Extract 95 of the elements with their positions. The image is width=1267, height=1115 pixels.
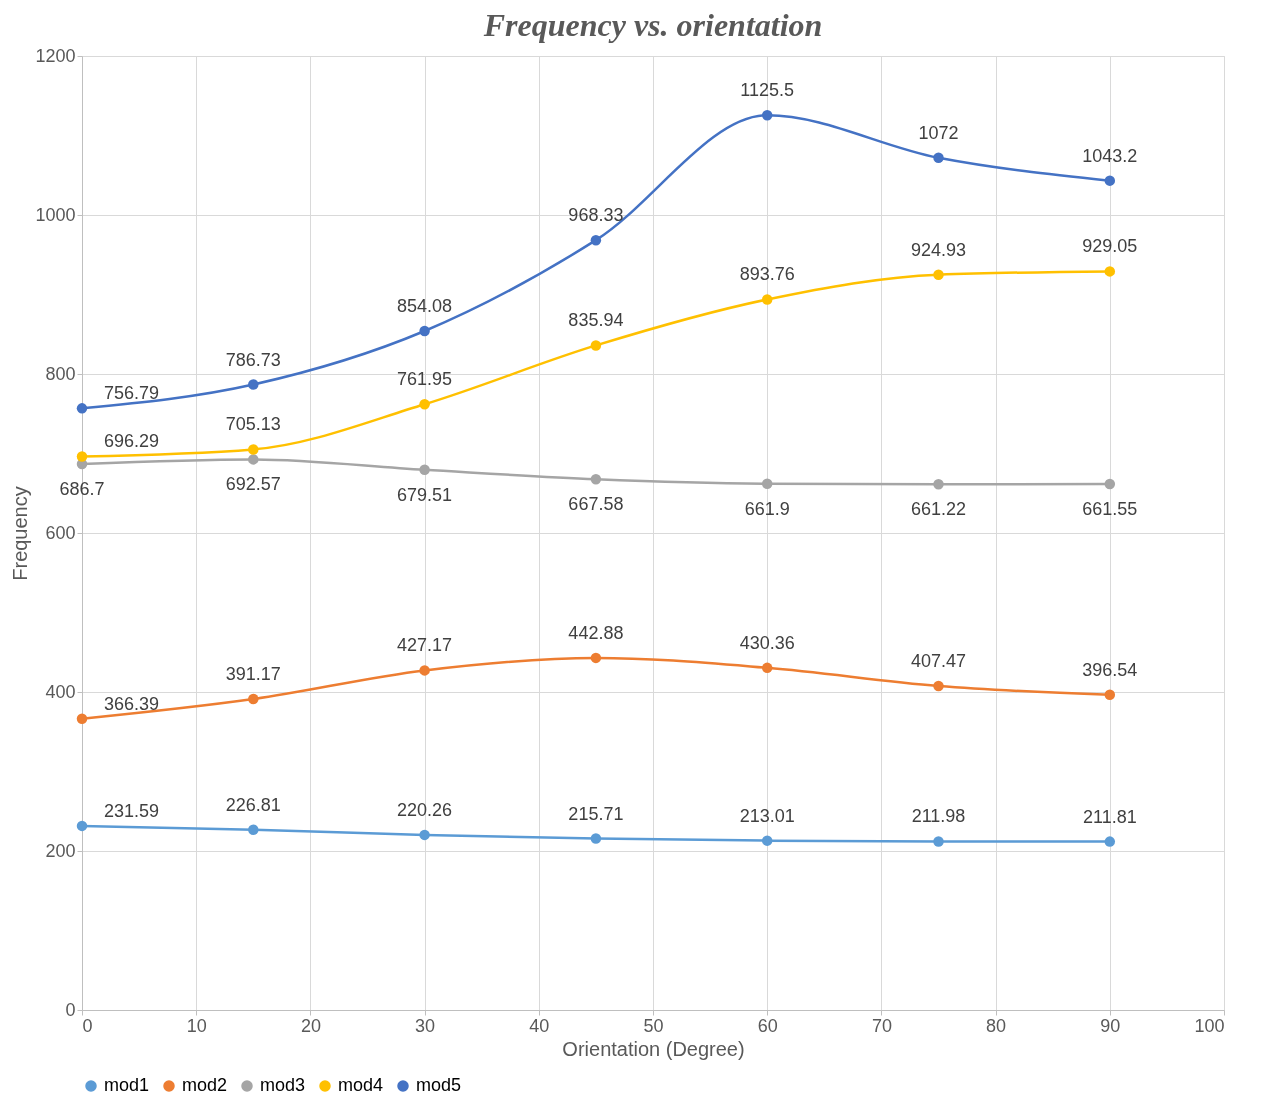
point [590,234,602,246]
y-tick-label: 0 [65,999,76,1020]
data-label: 679.51 [397,484,453,505]
point [248,824,259,835]
y-tick-label: 1000 [35,204,76,225]
data-label: 407.47 [910,651,967,672]
data-label: 786.73 [225,349,281,370]
point [1104,175,1116,186]
point [76,713,88,724]
data-label: 705.13 [225,414,281,435]
point [1104,836,1116,847]
y-tick-label: 1200 [35,45,76,66]
point [933,680,944,692]
data-label: 854.08 [397,296,453,317]
data-label: 226.81 [225,794,281,815]
data-label: 231.59 [104,800,160,821]
legend-label: mod3 [260,1075,306,1095]
data-label: 924.93 [910,239,967,260]
point [590,833,602,844]
legend-label: mod1 [104,1075,150,1095]
legend-label: mod2 [182,1075,228,1095]
x-tick-label: 10 [186,1015,207,1036]
data-label: 756.79 [104,383,160,404]
point [76,403,88,414]
point [419,665,430,676]
point [419,325,430,337]
point [590,474,602,485]
point [761,835,773,846]
data-label: 893.76 [739,264,795,285]
data-label: 968.33 [568,205,624,226]
data-label: 213.01 [739,805,795,826]
x-tick-label: 40 [529,1015,550,1036]
data-label: 661.55 [1082,499,1138,520]
point [1104,689,1116,700]
data-label: 211.81 [1082,806,1137,827]
chart-title: Frequency vs. orientation [482,7,823,43]
data-label: 686.7 [59,479,105,500]
data-label: 215.71 [568,803,624,824]
point [248,454,259,465]
point [933,836,944,847]
data-label: 667.58 [568,494,624,515]
y-tick-label: 600 [45,522,76,543]
y-tick-label: 200 [45,840,76,861]
x-tick-label: 80 [986,1015,1007,1036]
data-label: 761.95 [397,369,453,390]
x-tick-label: 0 [82,1015,93,1036]
point [419,829,430,841]
point [761,478,773,490]
point [419,399,430,410]
data-label: 220.26 [397,799,453,820]
x-tick-label: 60 [757,1015,778,1036]
point [1104,266,1116,277]
point [761,294,773,305]
x-tick-label: 100 [1194,1015,1225,1036]
legend-label: mod4 [338,1075,384,1095]
data-label: 696.29 [104,431,160,452]
data-label: 835.94 [568,310,624,331]
data-label: 661.9 [744,498,790,519]
point [1104,478,1116,490]
y-axis-title: Frequency [9,486,32,581]
x-tick-label: 20 [300,1015,321,1036]
data-label: 1072 [918,122,959,143]
point [76,820,88,832]
data-label: 1125.5 [740,80,795,101]
data-label: 929.05 [1082,236,1138,257]
data-label: 661.22 [910,499,967,520]
legend-label: mod5 [416,1075,462,1095]
point [248,693,259,705]
point [590,340,602,351]
x-tick-label: 50 [643,1015,664,1036]
point [590,652,602,664]
point [933,479,944,490]
x-tick-label: 90 [1100,1015,1121,1036]
data-label: 427.17 [397,635,453,656]
data-label: 1043.2 [1082,145,1138,166]
data-label: 366.39 [104,693,160,714]
data-label: 430.36 [739,632,795,653]
y-tick-label: 800 [45,363,76,384]
x-tick-label: 70 [871,1015,892,1036]
point [761,662,773,674]
point [248,379,259,390]
data-label: 692.57 [225,474,281,495]
data-label: 442.88 [568,622,624,643]
data-label: 391.17 [225,664,281,685]
point [76,451,88,462]
x-axis-title: Orientation (Degree) [562,1037,745,1060]
point [761,109,773,121]
point [933,152,944,163]
point [248,444,259,455]
data-label: 211.98 [911,806,966,827]
y-tick-label: 400 [45,681,76,702]
data-label: 396.54 [1082,659,1138,680]
point [933,269,944,280]
x-tick-label: 30 [415,1015,436,1036]
point [419,464,430,476]
